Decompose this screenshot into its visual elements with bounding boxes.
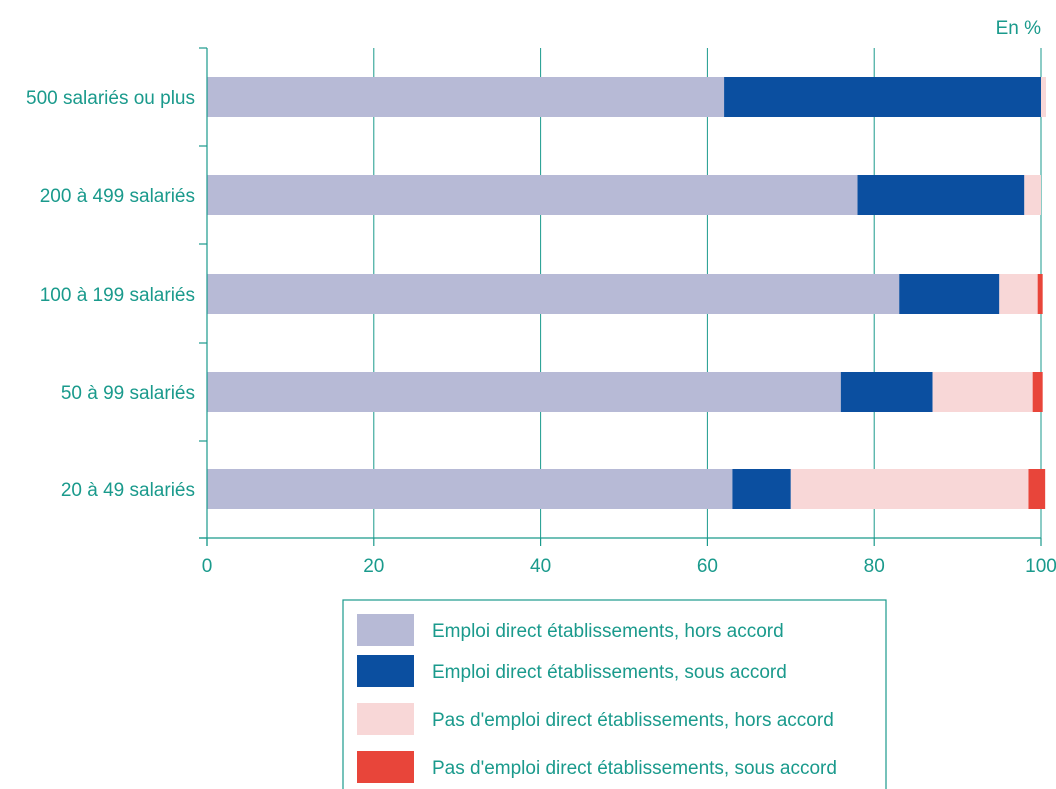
x-tick-labels: 0 20 40 60 80 100 [202,556,1056,577]
category-label: 50 à 99 salariés [61,383,195,404]
bar-segment [1024,175,1041,215]
category-label: 100 à 199 salariés [40,285,195,306]
x-tick-label: 80 [864,556,885,577]
bar-segment [1041,77,1046,117]
bar-segment [1038,274,1043,314]
bar-segment [933,372,1033,412]
legend-label: Pas d'emploi direct établissements, sous… [432,758,837,779]
legend-swatch [357,751,414,783]
bar-segment [207,77,724,117]
legend-swatch [357,655,414,687]
bar-segment [841,372,933,412]
unit-label: En % [996,18,1042,39]
x-tick-label: 0 [202,556,213,577]
legend: Emploi direct établissements, hors accor… [343,600,886,789]
category-label: 200 à 499 salariés [40,186,195,207]
bar-segment [1028,469,1045,509]
bar-segment [791,469,1029,509]
bars [207,77,1046,509]
x-tick-label: 100 [1025,556,1056,577]
legend-label: Emploi direct établissements, sous accor… [432,662,787,683]
category-label: 500 salariés ou plus [26,88,195,109]
bar-segment [207,372,841,412]
bar-segment [207,469,732,509]
bar-segment [207,175,858,215]
legend-swatch [357,614,414,646]
category-label: 20 à 49 salariés [61,480,195,501]
legend-swatch [357,703,414,735]
bar-segment [1033,372,1043,412]
legend-label: Pas d'emploi direct établissements, hors… [432,710,834,731]
bar-segment [858,175,1025,215]
bar-segment [724,77,1041,117]
bar-segment [207,274,899,314]
x-tick-label: 20 [363,556,384,577]
category-labels: 500 salariés ou plus 200 à 499 salariés 10… [26,88,195,501]
bar-segment [999,274,1037,314]
x-tick-label: 40 [530,556,551,577]
x-tick-label: 60 [697,556,718,577]
bar-segment [732,469,790,509]
bar-segment [899,274,999,314]
legend-label: Emploi direct établissements, hors accor… [432,621,784,642]
